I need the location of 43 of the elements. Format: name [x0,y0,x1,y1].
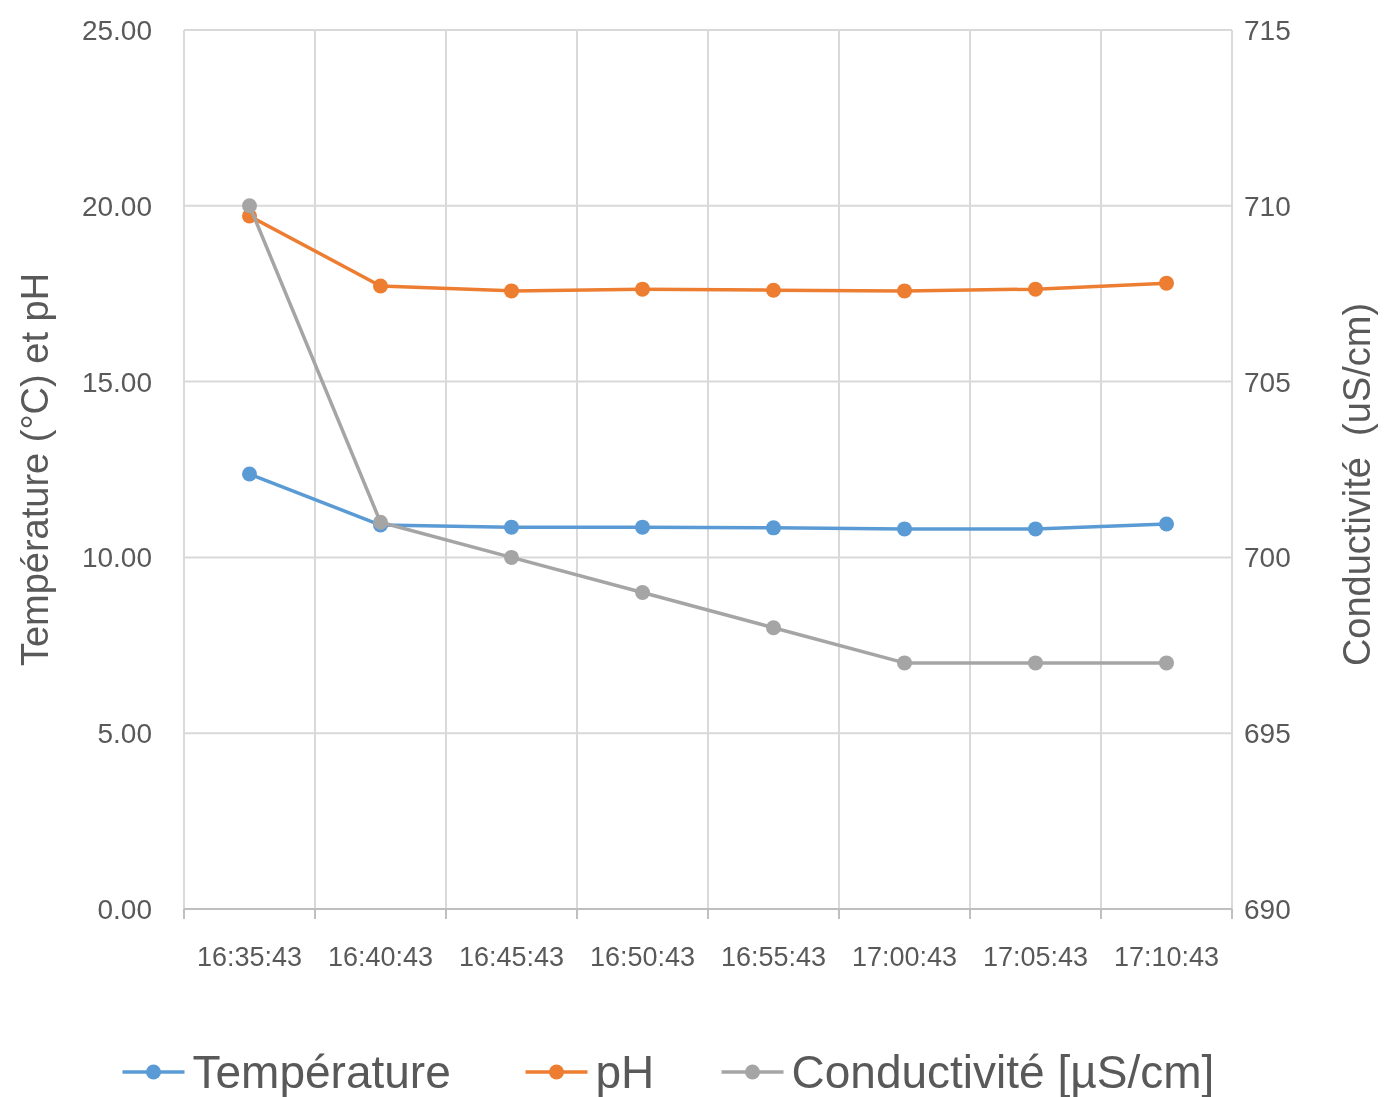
point [242,198,257,214]
point [373,278,388,294]
y-tick-label: 20.00 [81,190,152,222]
point [1159,655,1174,671]
y-tick-label: 0.00 [97,894,152,925]
point [766,620,781,636]
point [504,519,519,535]
x-tick-label: 17:05:43 [982,942,1089,972]
point [1159,275,1174,291]
y2-tick-label: 695 [1244,718,1291,750]
point [635,585,650,601]
y2-tick-label: 700 [1244,542,1291,574]
point [1028,655,1043,671]
y2-tick-label: 705 [1244,366,1291,398]
point [1028,281,1043,297]
y2-tick-label: 690 [1244,894,1291,925]
y2-tick-label: 715 [1244,15,1291,46]
y-tick-label: 10.00 [81,542,152,574]
point [504,283,519,299]
y2-axis-title: Conductivité (uS/cm) [1336,302,1378,667]
x-tick-label: 16:55:43 [720,942,827,972]
x-tick-label: 17:10:43 [1113,942,1220,972]
y-axis-title: Température (°C) et pH [14,272,56,667]
y2-tick-label: 710 [1244,190,1291,222]
point [897,283,912,299]
point [635,281,650,297]
x-tick-label: 16:50:43 [589,942,696,972]
y-tick-label: 5.00 [97,718,152,750]
point [897,655,912,671]
point [1159,516,1174,532]
y-tick-label: 15.00 [81,366,152,398]
point [1028,521,1043,537]
x-tick-label: 16:35:43 [196,942,303,972]
point [766,520,781,536]
point [242,466,257,482]
point [504,549,519,565]
point [897,521,912,537]
x-tick-label: 16:40:43 [327,942,434,972]
y-tick-label: 25.00 [81,15,152,46]
x-tick-label: 16:45:43 [458,942,565,972]
x-tick-label: 17:00:43 [851,942,958,972]
point [635,519,650,535]
point [766,282,781,298]
